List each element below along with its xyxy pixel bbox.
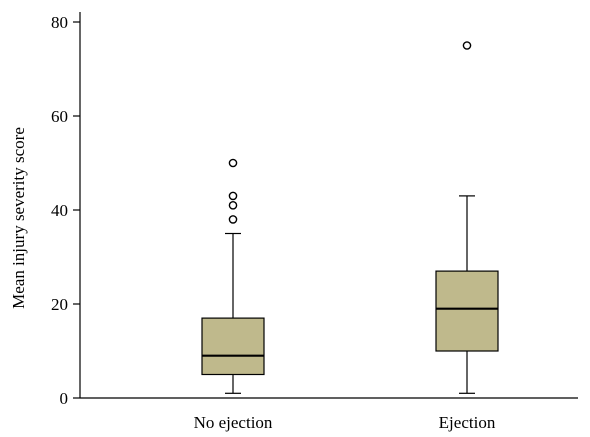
box-group xyxy=(435,41,499,394)
y-tick-label: 80 xyxy=(51,13,68,32)
y-ticks: 0 20 40 60 80 xyxy=(51,13,80,408)
iqr-box xyxy=(435,270,499,352)
x-tick-label: No ejection xyxy=(194,413,273,432)
y-tick-label: 0 xyxy=(60,389,69,408)
iqr-box xyxy=(201,317,265,376)
outlier-point xyxy=(228,158,238,168)
y-tick-label: 40 xyxy=(51,201,68,220)
x-tick-label: Ejection xyxy=(439,413,496,432)
y-tick-label: 60 xyxy=(51,107,68,126)
outlier-point xyxy=(228,200,238,210)
outlier-point xyxy=(462,41,472,50)
y-axis-label: Mean injury severity score xyxy=(9,127,28,309)
x-tick-labels: No ejection Ejection xyxy=(194,413,496,432)
outlier-point xyxy=(228,215,238,224)
box-group xyxy=(201,158,265,394)
y-tick-label: 20 xyxy=(51,295,68,314)
outlier-point xyxy=(228,191,238,201)
boxes xyxy=(201,41,499,394)
axes xyxy=(79,12,578,399)
